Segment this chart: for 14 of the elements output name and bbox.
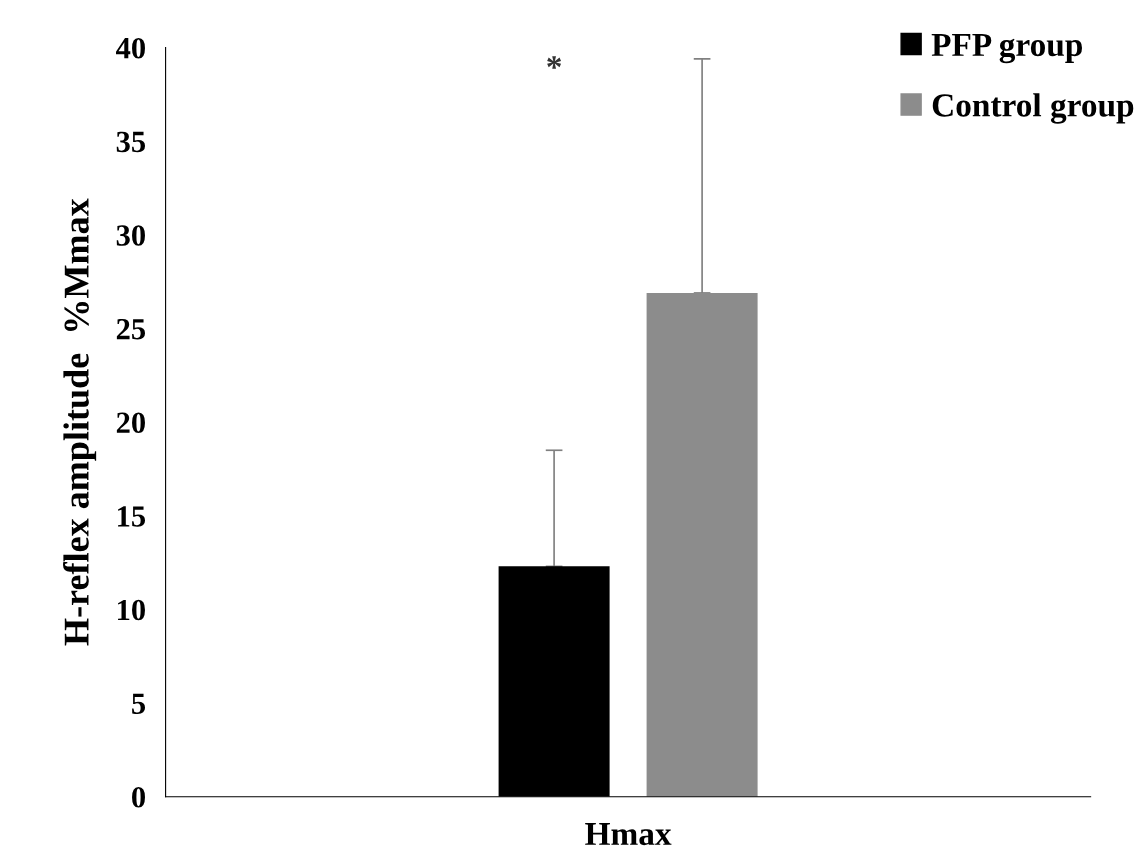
y-tick-label: 0: [132, 787, 145, 808]
legend-label: Control group: [932, 93, 1134, 124]
x-tick-label: Hmax: [585, 823, 672, 846]
y-axis-title: H-reflex amplitude %Mmax: [63, 198, 97, 646]
y-tick-label: 35: [116, 131, 146, 153]
y-tick-label: 30: [116, 225, 145, 246]
y-tick-label: 15: [118, 506, 146, 527]
y-tick-label: 25: [116, 318, 146, 340]
y-tick-label: 5: [132, 693, 146, 714]
y-tick-label: 40: [116, 37, 145, 59]
y-tick-label: 20: [116, 412, 145, 434]
y-tick-label: 10: [118, 599, 145, 621]
legend-label: PFP group: [931, 33, 1082, 64]
annotation: *: [547, 56, 562, 69]
